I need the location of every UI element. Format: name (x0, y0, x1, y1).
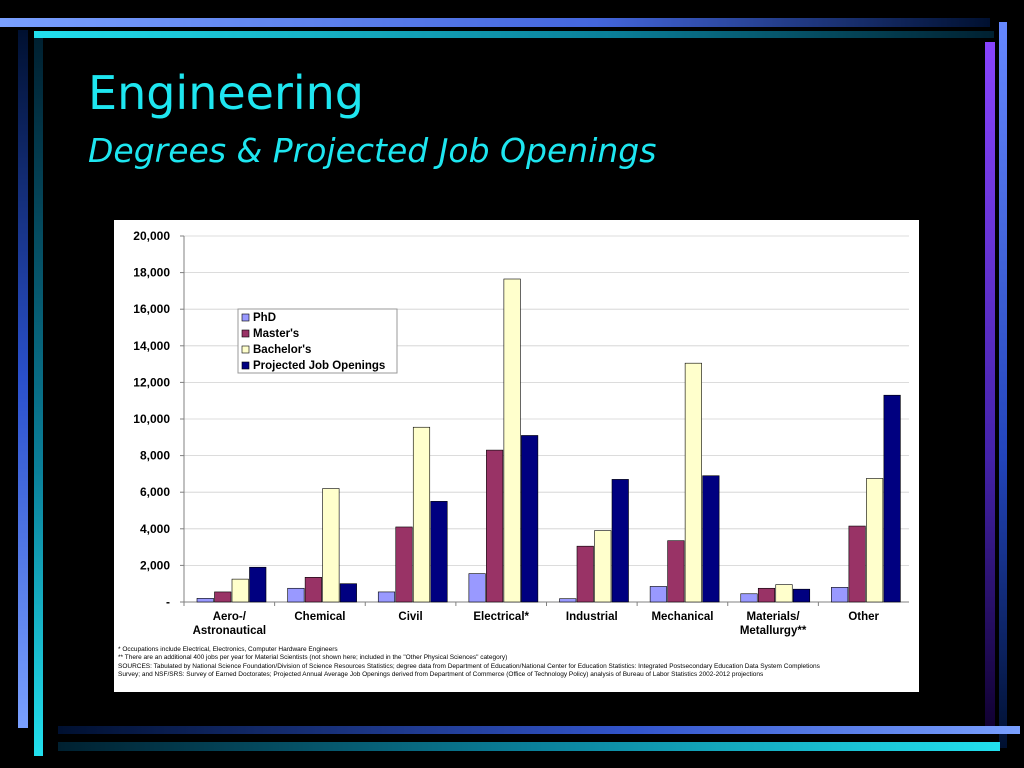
bar (667, 540, 685, 603)
bar (339, 583, 357, 603)
bar (377, 591, 396, 603)
y-tick-label: 10,000 (133, 412, 170, 426)
bar (304, 576, 322, 603)
legend-swatch (241, 313, 250, 322)
legend-swatch (241, 345, 250, 354)
legend-label: Bachelor's (253, 344, 311, 356)
bar (684, 362, 702, 603)
bar (594, 530, 612, 603)
legend-swatch (241, 361, 250, 370)
bar (287, 587, 305, 603)
legend-label: Master's (253, 328, 299, 340)
slide-title: Engineering (88, 66, 364, 120)
bar (848, 525, 866, 603)
y-tick-label: 20,000 (133, 229, 170, 243)
x-tick-label: Civil (398, 611, 422, 623)
top-bar-cyan (34, 31, 994, 38)
bar (883, 394, 901, 603)
y-tick-label: 14,000 (133, 339, 170, 353)
y-tick-label: 16,000 (133, 302, 170, 316)
left-bar-blue (18, 30, 28, 728)
bar (231, 578, 249, 603)
bar (486, 449, 504, 603)
x-tick-label: Industrial (566, 611, 618, 623)
y-tick-label: 18,000 (133, 266, 170, 280)
bar (214, 591, 232, 603)
bar (430, 501, 448, 603)
x-tick-label: Electrical* (473, 611, 529, 623)
bar (611, 479, 629, 603)
y-tick-label: - (166, 595, 170, 609)
slide-subtitle: Degrees & Projected Job Openings (88, 131, 657, 170)
legend-swatch (241, 329, 250, 338)
bar (775, 584, 793, 603)
bottom-bar-blue (58, 726, 1020, 734)
y-tick-label: 6,000 (140, 485, 170, 499)
right-bar-blue (999, 22, 1007, 748)
bar (792, 588, 811, 603)
footnotes: * Occupations include Electrical, Electr… (118, 646, 918, 680)
x-tick-label: Metallurgy** (740, 625, 807, 637)
y-tick-label: 12,000 (133, 375, 170, 389)
y-tick-label: 2,000 (140, 558, 170, 572)
bar (757, 587, 776, 603)
bar (866, 478, 884, 603)
bar (196, 598, 214, 603)
bottom-bar-cyan (58, 742, 1000, 751)
footnote-1: * Occupations include Electrical, Electr… (118, 646, 338, 653)
y-tick-label: 8,000 (140, 449, 170, 463)
legend-box (237, 308, 398, 374)
legend-label: PhD (253, 312, 276, 324)
footnote-4: Survey; and NSF/SRS: Survey of Earned Do… (118, 671, 764, 679)
left-bar-cyan (34, 38, 43, 756)
chart-panel: - 2,000 4,000 6,000 8,000 10,000 12,000 14,000 1… (114, 220, 919, 692)
bar (395, 526, 413, 603)
footnote-2: ** There are an additional 400 jobs per … (118, 654, 508, 662)
bar (559, 598, 577, 603)
bar (831, 587, 849, 603)
x-tick-label: Aero-/ (213, 611, 247, 623)
bar (412, 426, 431, 603)
y-tick-label: 4,000 (140, 522, 170, 536)
top-bar-dark (0, 18, 990, 27)
x-tick-label: Other (848, 611, 879, 623)
bar (649, 586, 667, 603)
bar (249, 566, 267, 603)
legend-label: Projected Job Openings (253, 360, 385, 372)
footnote-3: SOURCES: Tabulated by National Science F… (118, 662, 820, 670)
bar (521, 435, 539, 603)
bar (468, 573, 486, 603)
x-tick-label: Mechanical (651, 611, 713, 623)
bar (503, 278, 521, 603)
bar-chart: - 2,000 4,000 6,000 8,000 10,000 12,000 14,000 1… (133, 229, 909, 637)
bar (322, 488, 340, 603)
x-tick-label: Materials/ (747, 611, 801, 623)
bar (576, 545, 594, 603)
bar (702, 475, 720, 603)
x-tick-label: Astronautical (193, 625, 267, 637)
right-bar-purple (985, 42, 995, 732)
bar (740, 593, 758, 603)
x-tick-label: Chemical (294, 611, 345, 623)
